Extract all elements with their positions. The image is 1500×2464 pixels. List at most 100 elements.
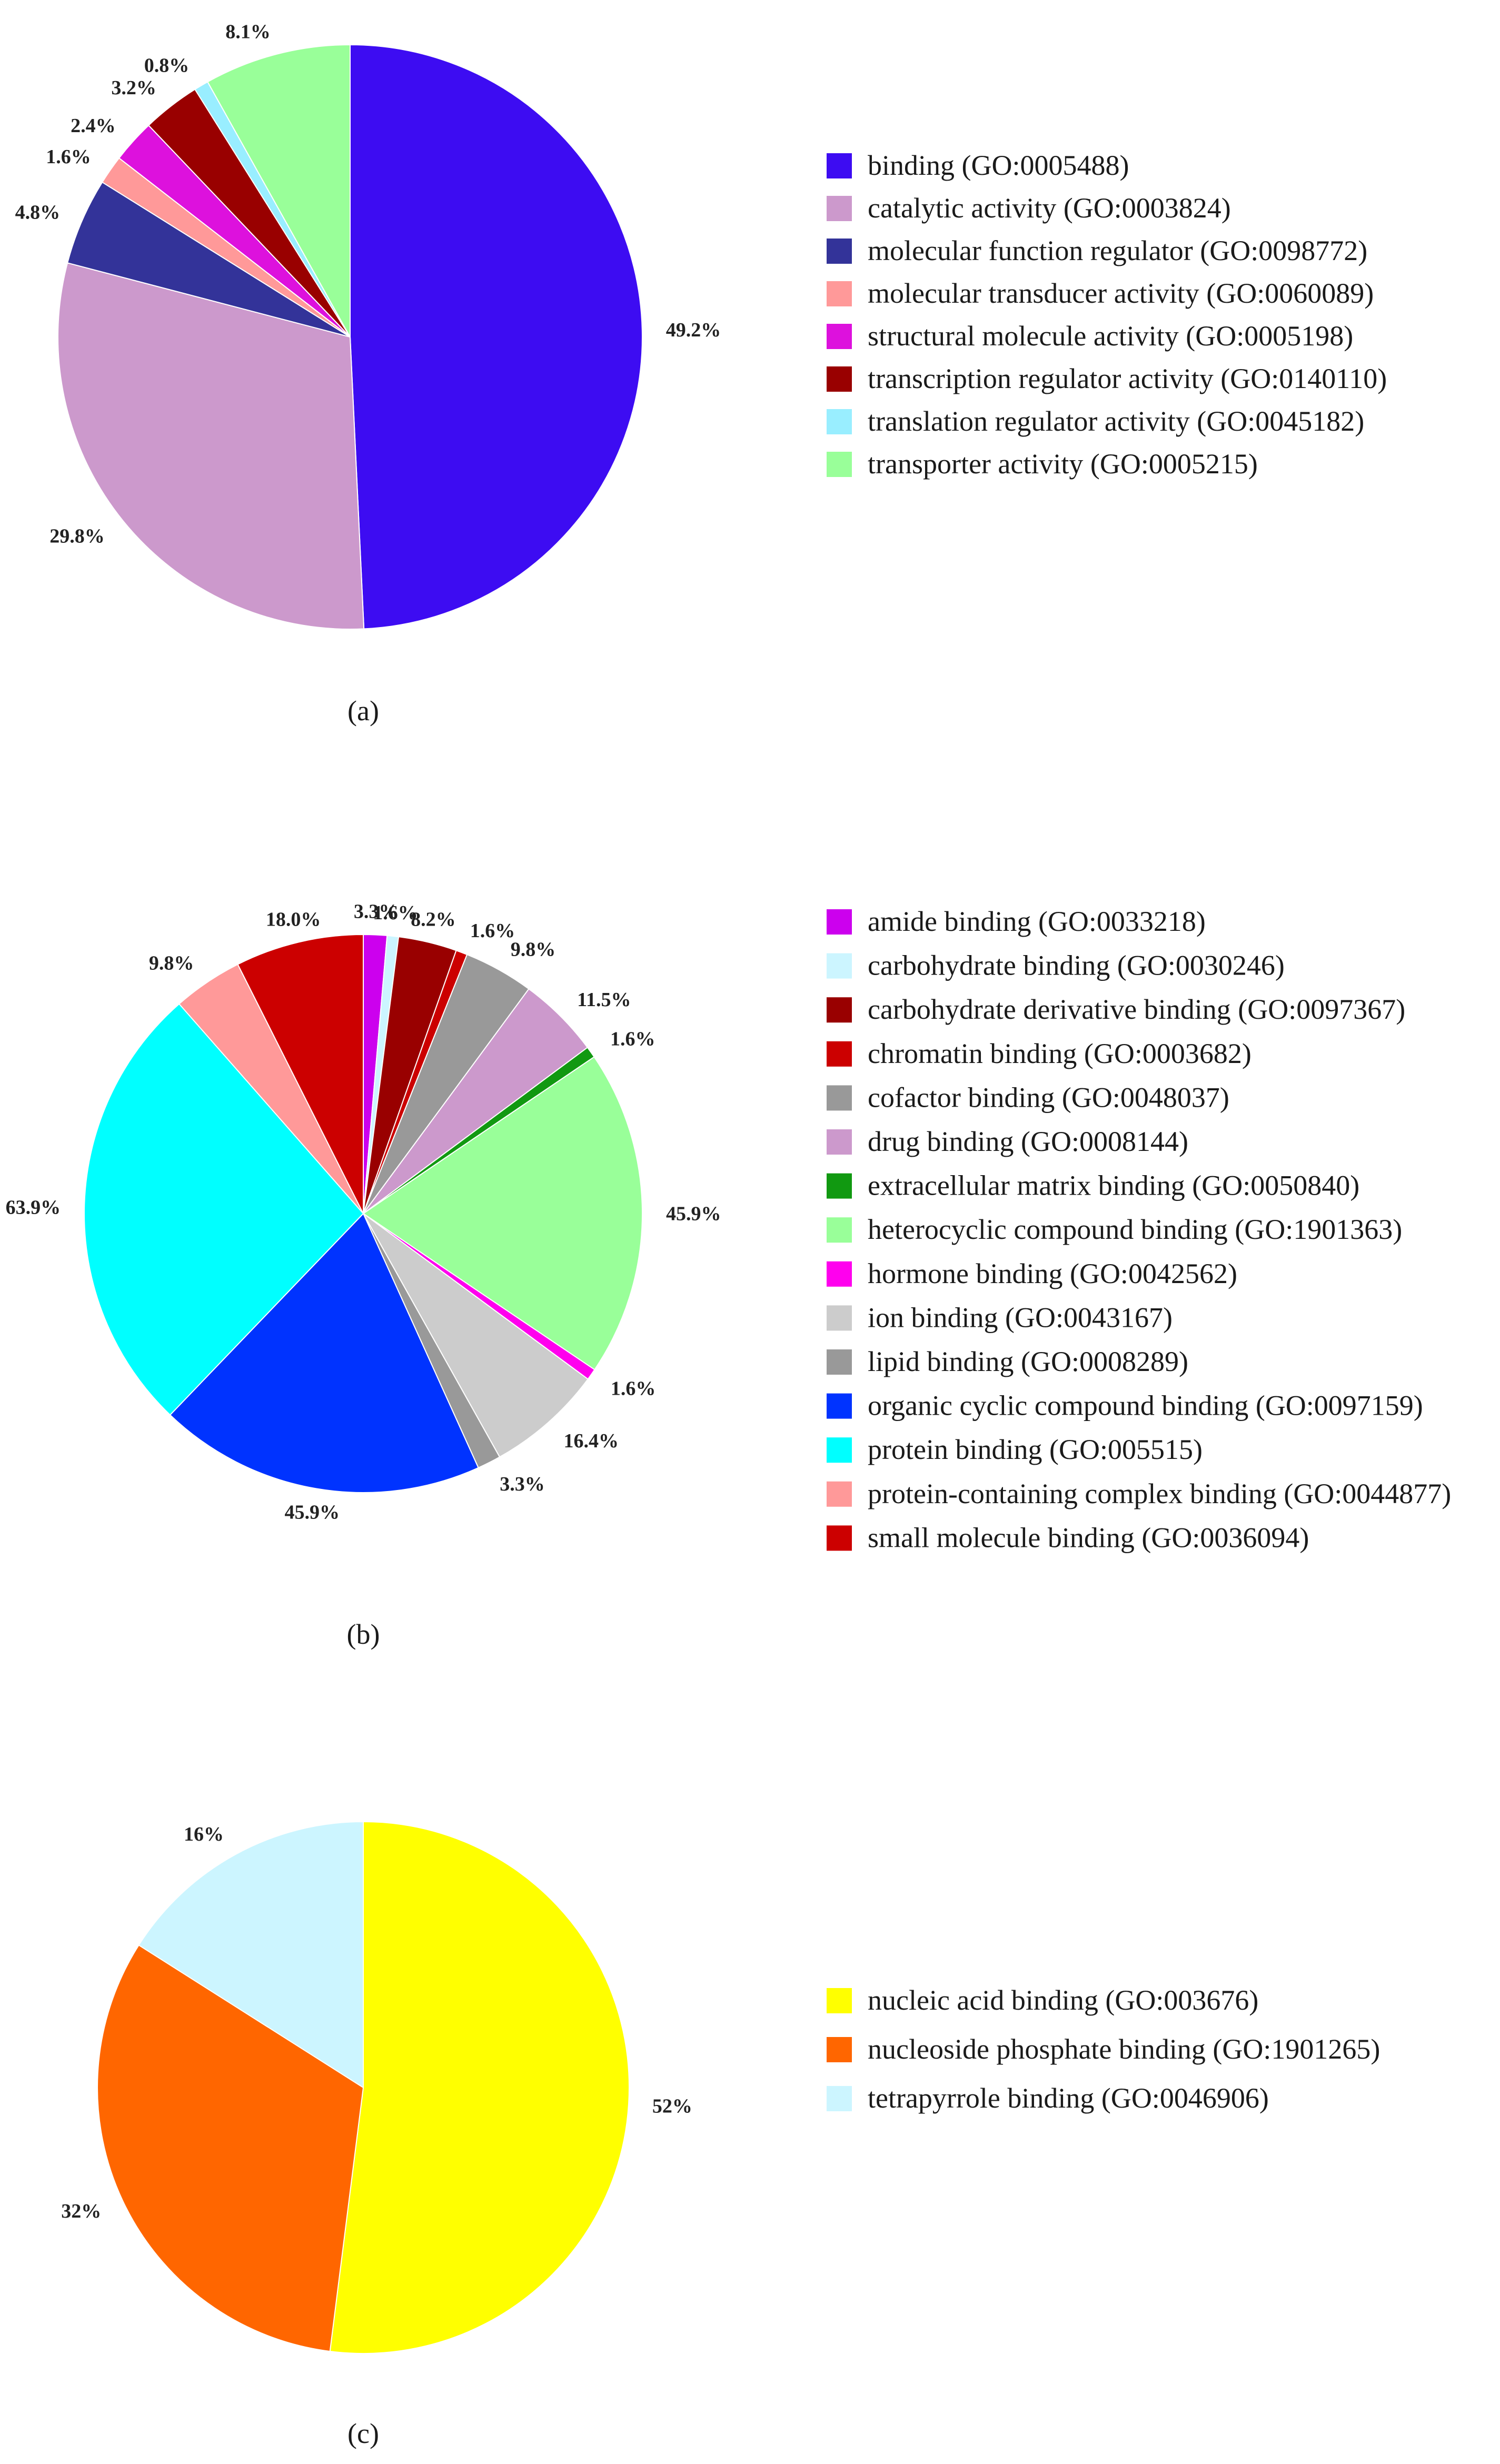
legend-swatch — [827, 1217, 852, 1243]
pie-b-percent-labels: 3.3%1.6%8.2%1.6%9.8%11.5%1.6%45.9%1.6%16… — [6, 901, 721, 1524]
slice-ion-binding — [363, 1213, 589, 1458]
legend-label: nucleoside phosphate binding (GO:1901265… — [868, 2033, 1380, 2065]
percent-label: 29.8% — [49, 525, 105, 548]
legend-swatch — [827, 1437, 852, 1463]
legend-label: tetrapyrrole binding (GO:0046906) — [868, 2082, 1269, 2114]
legend-swatch — [827, 366, 852, 392]
percent-label: 8.1% — [225, 21, 271, 43]
legend-swatch — [827, 281, 852, 306]
legend-swatch — [827, 153, 852, 178]
slice-catalytic-activity — [57, 262, 365, 630]
legend-swatch — [827, 1129, 852, 1155]
pie-a-percent-labels: 49.2% 29.8% 4.8% 1.6% 2.4% 3.2%0.8% 8.1% — [15, 21, 721, 547]
percent-label: 1.6% — [46, 146, 91, 168]
legend-label: translation regulator activity (GO:00451… — [868, 405, 1364, 437]
legend-label: amide binding (GO:0033218) — [868, 906, 1206, 937]
pie-b-caption: (b) — [347, 1618, 380, 1650]
legend-label: protein-containing complex binding (GO:0… — [868, 1478, 1451, 1509]
legend-label: cofactor binding (GO:0048037) — [868, 1081, 1229, 1113]
percent-label: 1.6% — [373, 902, 418, 924]
slice-nucleic-acid-binding — [329, 1821, 630, 2354]
legend-label: molecular transducer activity (GO:006008… — [868, 277, 1374, 309]
percent-label: 8.2% — [411, 909, 456, 931]
legend-label: lipid binding (GO:0008289) — [868, 1346, 1188, 1377]
slice-molecular-function-regulator — [66, 181, 351, 337]
slice-small-molecule-binding — [237, 933, 364, 1214]
legend-swatch — [827, 1988, 852, 2013]
pie-a-legend: binding (GO:0005488) catalytic activity (… — [827, 150, 1387, 480]
percent-label: 4.8% — [15, 201, 61, 223]
pie-a-slices — [57, 44, 643, 630]
legend-swatch — [827, 2037, 852, 2062]
pie-c-slices — [97, 1821, 630, 2354]
legend-label: carbohydrate binding (GO:0030246) — [868, 950, 1285, 981]
percent-label: 45.9% — [666, 1203, 721, 1225]
percent-label: 3.2% — [111, 77, 156, 99]
legend-swatch — [827, 1349, 852, 1375]
legend-swatch — [827, 196, 852, 221]
slice-tetrapyrrole-binding — [138, 1821, 364, 2089]
legend-label: small molecule binding (GO:0036094) — [868, 1522, 1309, 1553]
percent-label: 49.2% — [666, 319, 721, 341]
percent-label: 1.6% — [611, 1377, 656, 1399]
pie-b-legend: amide binding (GO:0033218) carbohydrate b… — [827, 906, 1451, 1553]
percent-label: 3.3% — [354, 901, 399, 923]
legend-label: heterocyclic compound binding (GO:190136… — [868, 1214, 1402, 1245]
legend-label: drug binding (GO:0008144) — [868, 1126, 1188, 1157]
legend-swatch — [827, 1305, 852, 1331]
legend-swatch — [827, 1173, 852, 1199]
percent-label: 1.6% — [470, 920, 515, 942]
percent-label: 1.6% — [610, 1028, 655, 1050]
legend-label: hormone binding (GO:0042562) — [868, 1258, 1237, 1289]
legend-label: transcription regulator activity (GO:014… — [868, 363, 1387, 394]
legend-swatch — [827, 1085, 852, 1111]
legend-swatch — [827, 1525, 852, 1551]
pie-a-caption: (a) — [347, 695, 379, 727]
pie-b-slices — [84, 933, 643, 1493]
legend-swatch — [827, 239, 852, 264]
percent-label: 52% — [652, 2095, 692, 2118]
legend-swatch — [827, 1481, 852, 1507]
slice-protein-binding — [84, 1003, 364, 1416]
slice-organic-cyclic-compound-binding — [169, 1213, 479, 1493]
legend-swatch — [827, 409, 852, 434]
legend-label: ion binding (GO:0043167) — [868, 1301, 1173, 1333]
percent-label: 9.8% — [149, 952, 194, 974]
legend-swatch — [827, 1261, 852, 1287]
pie-c-legend: nucleic acid binding (GO:003676) nucleosi… — [827, 1984, 1380, 2114]
pie-c-percent-labels: 52% 32% 16% — [61, 1823, 692, 2222]
percent-label: 11.5% — [577, 989, 631, 1011]
legend-swatch — [827, 1393, 852, 1419]
legend-swatch — [827, 2086, 852, 2111]
slice-heterocyclic-compound-binding — [362, 1056, 643, 1370]
percent-label: 0.8% — [144, 55, 190, 77]
percent-label: 45.9% — [285, 1502, 340, 1524]
legend-label: extracellular matrix binding (GO:0050840… — [868, 1170, 1359, 1201]
percent-label: 16.4% — [564, 1430, 619, 1452]
percent-label: 2.4% — [71, 115, 116, 137]
legend-label: binding (GO:0005488) — [868, 150, 1129, 181]
legend-swatch — [827, 953, 852, 979]
percent-label: 63.9% — [6, 1196, 61, 1218]
legend-swatch — [827, 452, 852, 477]
slice-transporter-activity — [206, 44, 351, 339]
percent-label: 32% — [61, 2200, 101, 2222]
percent-label: 9.8% — [511, 939, 555, 961]
slice-drug-binding — [363, 988, 589, 1214]
legend-label: protein binding (GO:005515) — [868, 1434, 1203, 1465]
pie-chart-c: 52% 32% 16% nucleic acid binding (GO:00367… — [61, 1821, 1380, 2449]
legend-label: transporter activity (GO:0005215) — [868, 448, 1258, 480]
legend-label: structural molecule activity (GO:0005198… — [868, 320, 1353, 352]
legend-swatch — [827, 324, 852, 349]
percent-label: 16% — [184, 1823, 224, 1845]
legend-label: chromatin binding (GO:0003682) — [868, 1038, 1251, 1069]
legend-swatch — [827, 909, 852, 935]
percent-label: 3.3% — [500, 1473, 545, 1495]
pie-c-caption: (c) — [347, 2418, 379, 2449]
slice-nucleoside-phosphate-binding — [97, 1944, 364, 2352]
legend-label: nucleic acid binding (GO:003676) — [868, 1984, 1258, 2016]
percent-label: 18.0% — [266, 909, 321, 931]
legend-swatch — [827, 997, 852, 1023]
